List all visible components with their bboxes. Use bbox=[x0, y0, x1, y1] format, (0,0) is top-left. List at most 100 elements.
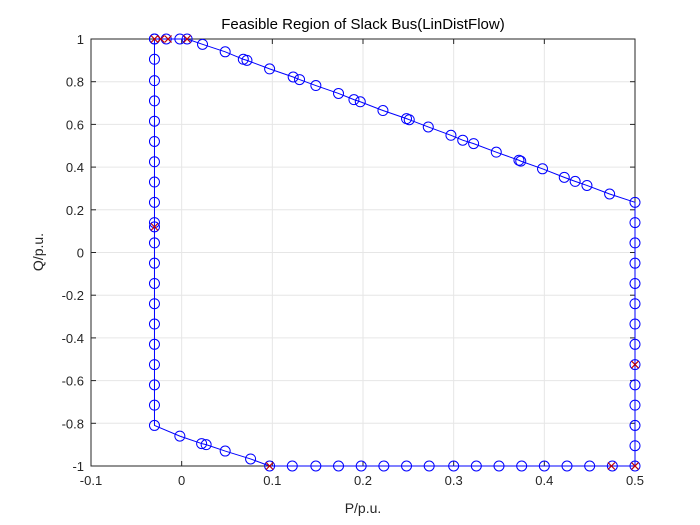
boundary-point bbox=[629, 257, 641, 269]
boundary-point bbox=[148, 95, 160, 107]
boundary-point bbox=[629, 399, 641, 411]
boundary-point bbox=[148, 33, 160, 45]
x-tick-labels: -0.1 0 0.1 0.2 0.3 0.4 0.5 bbox=[80, 473, 644, 488]
boundary-point bbox=[286, 460, 298, 472]
x-tick-label: 0.5 bbox=[626, 473, 644, 488]
boundary-point bbox=[584, 460, 596, 472]
boundary-point bbox=[629, 237, 641, 249]
boundary-point bbox=[537, 163, 549, 175]
boundary-point bbox=[294, 74, 306, 86]
boundary-point bbox=[264, 460, 276, 472]
y-tick-label: 0 bbox=[77, 246, 84, 261]
boundary-point bbox=[148, 257, 160, 269]
x-tick-label: 0.3 bbox=[445, 473, 463, 488]
x-tick-label: 0.2 bbox=[354, 473, 372, 488]
vertex-marker bbox=[150, 222, 159, 231]
y-tick-label: -0.6 bbox=[62, 374, 84, 389]
boundary-point bbox=[148, 75, 160, 87]
boundary-point bbox=[403, 114, 415, 126]
y-tick-label: -0.4 bbox=[62, 331, 84, 346]
boundary-point bbox=[629, 196, 641, 208]
vertex-marker bbox=[607, 462, 616, 470]
boundary-point bbox=[378, 460, 390, 472]
boundary-point bbox=[561, 460, 573, 472]
vertex-marker bbox=[183, 35, 192, 43]
y-tick-label: -0.8 bbox=[62, 416, 84, 431]
boundary-point bbox=[470, 460, 482, 472]
boundary-point bbox=[354, 96, 366, 108]
y-tick-labels: -1 -0.8 -0.6 -0.4 -0.2 0 0.2 0.4 0.6 0.8 1 bbox=[62, 32, 84, 474]
boundary-point bbox=[197, 38, 209, 50]
chart-title: Feasible Region of Slack Bus(LinDistFlow… bbox=[221, 16, 504, 33]
boundary-point bbox=[148, 338, 160, 350]
x-tick-label: 0 bbox=[178, 473, 185, 488]
boundary-point bbox=[148, 318, 160, 330]
boundary-point bbox=[148, 379, 160, 391]
boundary-point bbox=[148, 115, 160, 127]
x-tick-label: 0.4 bbox=[535, 473, 553, 488]
boundary-point bbox=[468, 138, 480, 150]
vertex-marker bbox=[150, 35, 159, 43]
boundary-point bbox=[377, 105, 389, 117]
boundary-point bbox=[148, 196, 160, 208]
vertex-marker bbox=[265, 462, 274, 470]
boundary-point bbox=[174, 430, 186, 442]
boundary-point bbox=[148, 176, 160, 188]
boundary-point bbox=[264, 63, 276, 75]
boundary-point bbox=[219, 445, 231, 457]
boundary-point bbox=[629, 298, 641, 310]
boundary-point bbox=[148, 156, 160, 168]
boundary-point bbox=[287, 71, 299, 83]
boundary-point bbox=[401, 460, 413, 472]
boundary-point bbox=[148, 237, 160, 249]
y-tick-label: 0.6 bbox=[66, 117, 84, 132]
boundary-point bbox=[457, 134, 469, 146]
boundary-point bbox=[348, 94, 360, 106]
boundary-point bbox=[181, 33, 193, 45]
boundary-point bbox=[558, 171, 570, 183]
y-tick-label: 0.4 bbox=[66, 160, 84, 175]
boundary-point bbox=[629, 359, 641, 371]
boundary-point bbox=[448, 460, 460, 472]
boundary-point bbox=[629, 460, 641, 472]
boundary-point bbox=[148, 135, 160, 147]
boundary-point bbox=[333, 460, 345, 472]
boundary-point bbox=[200, 439, 212, 451]
boundary-point bbox=[148, 298, 160, 310]
boundary-point bbox=[515, 155, 527, 167]
y-tick-label: 0.2 bbox=[66, 203, 84, 218]
boundary-point bbox=[581, 179, 593, 191]
boundary-point bbox=[310, 80, 322, 92]
boundary-point bbox=[569, 175, 581, 187]
boundary-point bbox=[333, 87, 345, 99]
boundary-point bbox=[148, 221, 160, 233]
boundary-point bbox=[629, 217, 641, 229]
boundary-point bbox=[422, 121, 434, 133]
boundary-point bbox=[493, 460, 505, 472]
boundary-point bbox=[148, 419, 160, 431]
boundary-point bbox=[148, 277, 160, 289]
boundary-line bbox=[153, 38, 636, 467]
vertex-marker bbox=[164, 35, 172, 43]
x-tick-label: -0.1 bbox=[80, 473, 102, 488]
y-tick-label: -0.2 bbox=[62, 288, 84, 303]
boundary-point bbox=[445, 129, 457, 141]
boundary-point bbox=[629, 379, 641, 391]
boundary-point bbox=[423, 460, 435, 472]
boundary-point bbox=[241, 54, 253, 66]
boundary-point bbox=[196, 438, 208, 450]
y-axis-label: Q/p.u. bbox=[30, 233, 46, 271]
x-tick-label: 0.1 bbox=[263, 473, 281, 488]
boundary-point bbox=[629, 440, 641, 452]
y-tick-label: 1 bbox=[77, 32, 84, 47]
x-axis-label: P/p.u. bbox=[345, 500, 382, 516]
boundary-point bbox=[490, 146, 502, 158]
boundary-point bbox=[629, 277, 641, 289]
vertex-marker bbox=[631, 462, 639, 470]
boundary-point bbox=[174, 33, 186, 45]
boundary-point bbox=[310, 460, 322, 472]
data-series bbox=[148, 33, 641, 472]
boundary-point bbox=[355, 460, 367, 472]
